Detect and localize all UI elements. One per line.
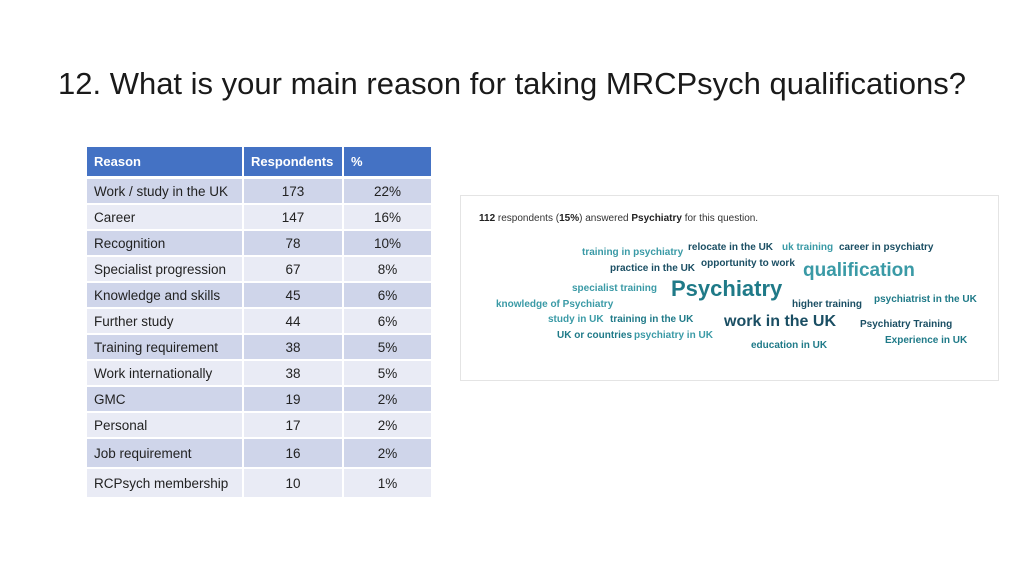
cloud-word: Experience in UK: [885, 335, 968, 346]
cell-percent: 5%: [343, 334, 431, 361]
cloud-word: Psychiatry Training: [860, 319, 953, 330]
header-reason: Reason: [87, 147, 244, 179]
cell-reason: RCPsych membership: [87, 468, 244, 499]
cell-respondents: 45: [243, 282, 344, 309]
cloud-word: study in UK: [548, 314, 604, 325]
summary-text-2: ) answered: [579, 213, 632, 224]
cell-percent: 2%: [343, 412, 431, 439]
cell-percent: 6%: [343, 282, 431, 309]
cell-reason: Work internationally: [87, 360, 244, 387]
cloud-word: psychiatrist in the UK: [874, 294, 977, 305]
word-cloud-summary: 112 respondents (15%) answered Psychiatr…: [479, 213, 758, 224]
table-row: Specialist progression 67 8%: [87, 256, 431, 283]
table-row: Recognition 78 10%: [87, 230, 431, 257]
cell-respondents: 147: [243, 204, 344, 231]
cell-respondents: 67: [243, 256, 344, 283]
summary-percent: 15%: [559, 213, 580, 224]
table-row: Work internationally 38 5%: [87, 360, 431, 387]
cell-percent: 6%: [343, 308, 431, 335]
cloud-word: practice in the UK: [610, 263, 696, 274]
cell-respondents: 17: [243, 412, 344, 439]
cell-respondents: 19: [243, 386, 344, 413]
cloud-word: higher training: [792, 299, 862, 310]
cloud-word: Psychiatry: [671, 276, 783, 301]
cell-reason: Work / study in the UK: [87, 177, 244, 205]
table-row: Career 147 16%: [87, 204, 431, 231]
cloud-word: training in the UK: [610, 314, 694, 325]
cell-reason: GMC: [87, 386, 244, 413]
table-row: GMC 19 2%: [87, 386, 431, 413]
cell-percent: 2%: [343, 386, 431, 413]
cloud-word: education in UK: [751, 340, 828, 351]
cell-reason: Career: [87, 204, 244, 231]
cloud-word: UK or countries: [557, 330, 633, 341]
header-percent: %: [343, 147, 431, 179]
summary-text-1: respondents (: [495, 213, 560, 224]
cell-reason: Training requirement: [87, 334, 244, 361]
cloud-word: training in psychiatry: [582, 247, 684, 258]
cell-reason: Job requirement: [87, 438, 244, 469]
cloud-word: work in the UK: [724, 313, 837, 330]
cell-respondents: 16: [243, 438, 344, 469]
slide-title: 12. What is your main reason for taking …: [57, 66, 966, 101]
cell-respondents: 78: [243, 230, 344, 257]
cell-percent: 2%: [343, 438, 431, 469]
cell-percent: 5%: [343, 360, 431, 387]
table-row: Personal 17 2%: [87, 412, 431, 439]
summary-keyword: Psychiatry: [631, 213, 682, 224]
cell-percent: 10%: [343, 230, 431, 257]
cell-percent: 16%: [343, 204, 431, 231]
cloud-word: relocate in the UK: [688, 242, 774, 253]
cloud-word: uk training: [782, 242, 834, 253]
cell-percent: 22%: [343, 177, 431, 205]
cloud-word: career in psychiatry: [839, 242, 934, 253]
cell-respondents: 38: [243, 334, 344, 361]
table-row: Work / study in the UK 173 22%: [87, 177, 431, 205]
table-header-row: Reason Respondents %: [87, 147, 431, 179]
cell-percent: 1%: [343, 468, 431, 499]
cell-respondents: 38: [243, 360, 344, 387]
table-row: Training requirement 38 5%: [87, 334, 431, 361]
cloud-word: knowledge of Psychiatry: [496, 299, 614, 310]
cell-percent: 8%: [343, 256, 431, 283]
summary-count: 112: [479, 213, 496, 224]
cell-reason: Personal: [87, 412, 244, 439]
table-row: Further study 44 6%: [87, 308, 431, 335]
reasons-table: Reason Respondents % Work / study in the…: [87, 147, 431, 499]
summary-text-3: for this question.: [681, 213, 759, 224]
cell-reason: Further study: [87, 308, 244, 335]
word-cloud-panel: 112 respondents (15%) answered Psychiatr…: [460, 195, 999, 381]
cloud-word: specialist training: [572, 283, 658, 294]
cell-reason: Knowledge and skills: [87, 282, 244, 309]
cell-respondents: 173: [243, 177, 344, 205]
cell-respondents: 44: [243, 308, 344, 335]
cloud-word: opportunity to work: [701, 258, 795, 269]
table-row: RCPsych membership 10 1%: [87, 468, 431, 499]
header-respondents: Respondents: [243, 147, 344, 179]
cloud-word: psychiatry in UK: [634, 330, 713, 341]
cloud-word: qualification: [803, 260, 915, 281]
table-row: Job requirement 16 2%: [87, 438, 431, 469]
table-row: Knowledge and skills 45 6%: [87, 282, 431, 309]
cell-reason: Recognition: [87, 230, 244, 257]
cell-respondents: 10: [243, 468, 344, 499]
cell-reason: Specialist progression: [87, 256, 244, 283]
